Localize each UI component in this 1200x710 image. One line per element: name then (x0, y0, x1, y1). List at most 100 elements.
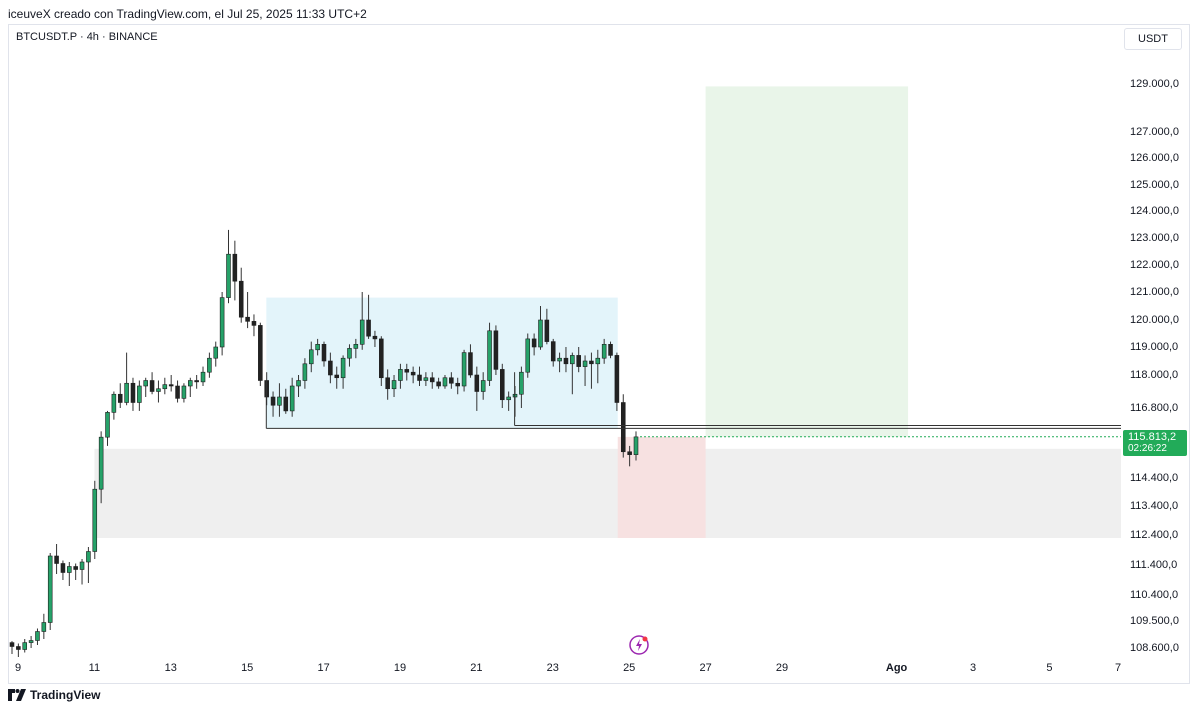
time-tick-label: 5 (1046, 662, 1053, 674)
candle-up (98, 436, 104, 490)
candle-up (570, 355, 575, 365)
price-tick-label: 118.000,0 (1130, 369, 1179, 381)
candle-down (60, 563, 66, 573)
candle-up (162, 384, 168, 390)
candle-up (277, 396, 282, 406)
time-tick-label: 29 (775, 662, 789, 674)
candle-down (455, 382, 460, 387)
candle-down (270, 396, 276, 406)
price-tick-label: 109.500,0 (1130, 615, 1179, 627)
candle-up (200, 371, 206, 383)
price-tick-label: 124.000,0 (1130, 205, 1179, 217)
time-tick-label: 23 (546, 662, 559, 674)
event-alert-dot (642, 636, 648, 642)
symbol-legend[interactable]: BTCUSDT.P · 4h · BINANCE (16, 31, 158, 43)
candle-down (576, 355, 581, 367)
candle-up (143, 380, 148, 387)
footer-brand[interactable]: TradingView (8, 688, 100, 702)
candle-down (73, 566, 78, 570)
candle-up (461, 352, 467, 387)
chart-attribution: iceuveX creado con TradingView.com, el J… (8, 7, 367, 21)
candle-down (130, 382, 136, 403)
price-tick-label: 121.000,0 (1130, 286, 1179, 298)
currency-selector[interactable]: USDT (1124, 28, 1182, 50)
price-tick-label: 127.000,0 (1130, 126, 1179, 138)
candle-down (544, 319, 550, 342)
price-tick-label: 112.400,0 (1130, 529, 1179, 541)
candle-down (334, 374, 340, 379)
take-profit-box (705, 86, 909, 437)
candle-down (149, 380, 155, 392)
time-tick-label: 15 (241, 662, 254, 674)
candle-up (296, 380, 301, 387)
last-price-value: 115.813,2 (1128, 431, 1177, 443)
candle-up (487, 330, 492, 381)
candle-down (436, 381, 441, 387)
lightning-glyph (636, 639, 642, 651)
time-tick-label: 11 (88, 662, 101, 674)
candle-down (232, 253, 238, 282)
price-tick-label: 108.600,0 (1130, 642, 1179, 654)
candle-up (391, 380, 397, 390)
bar-countdown: 02:26:22 (1128, 443, 1167, 454)
last-price-tag: 115.813,2 02:26:22 (1123, 430, 1187, 456)
candle-down (474, 374, 480, 392)
candle-up (219, 297, 225, 348)
candle-up (28, 640, 34, 643)
candle-up (442, 377, 448, 387)
candle-down (429, 377, 435, 383)
price-tick-label: 123.000,0 (1130, 232, 1179, 244)
candle-down (614, 355, 620, 403)
candle-up (525, 338, 531, 373)
candle-up (181, 385, 187, 399)
price-tick-label: 114.400,0 (1130, 472, 1179, 484)
time-tick-label: 21 (470, 662, 483, 674)
footer-brand-name: TradingView (30, 688, 101, 702)
candle-down (366, 319, 371, 337)
candle-down (379, 338, 384, 379)
candle-down (9, 642, 15, 647)
candle-up (347, 348, 352, 359)
candle-down (468, 352, 473, 376)
candle-up (35, 631, 40, 641)
candle-up (582, 360, 588, 367)
chart-frame (8, 24, 1190, 684)
candle-down (563, 357, 569, 365)
candle-up (398, 369, 403, 381)
candle-up (340, 357, 346, 379)
candle-down (620, 402, 626, 453)
candle-down (404, 369, 410, 373)
time-tick-label: 19 (393, 662, 407, 674)
price-tick-label: 113.400,0 (1130, 500, 1179, 512)
candle-up (47, 555, 53, 623)
price-tick-label: 120.000,0 (1130, 314, 1179, 326)
candle-down (238, 280, 244, 318)
time-tick-label: 25 (623, 662, 636, 674)
candle-up (315, 343, 320, 351)
candle-down (54, 555, 59, 564)
price-tick-label: 126.000,0 (1130, 152, 1179, 164)
candle-down (372, 335, 378, 340)
currency-label: USDT (1138, 33, 1168, 45)
stop-loss-box (617, 436, 706, 538)
candle-down (175, 385, 180, 399)
time-tick-label: 3 (969, 662, 977, 674)
candle-up (557, 357, 562, 362)
candle-up (226, 253, 231, 298)
candle-down (500, 369, 505, 401)
candle-down (410, 371, 416, 376)
candle-down (258, 325, 263, 381)
candle-down (16, 646, 21, 650)
demand-zone (94, 448, 1121, 538)
candle-up (302, 363, 308, 381)
candle-down (168, 384, 174, 387)
candle-up (207, 357, 212, 373)
candle-up (137, 385, 142, 403)
candle-down (589, 360, 594, 365)
candle-down (417, 374, 422, 381)
candle-up (538, 319, 543, 348)
candle-up (86, 551, 91, 563)
candle-down (385, 377, 390, 390)
candle-up (67, 566, 72, 573)
